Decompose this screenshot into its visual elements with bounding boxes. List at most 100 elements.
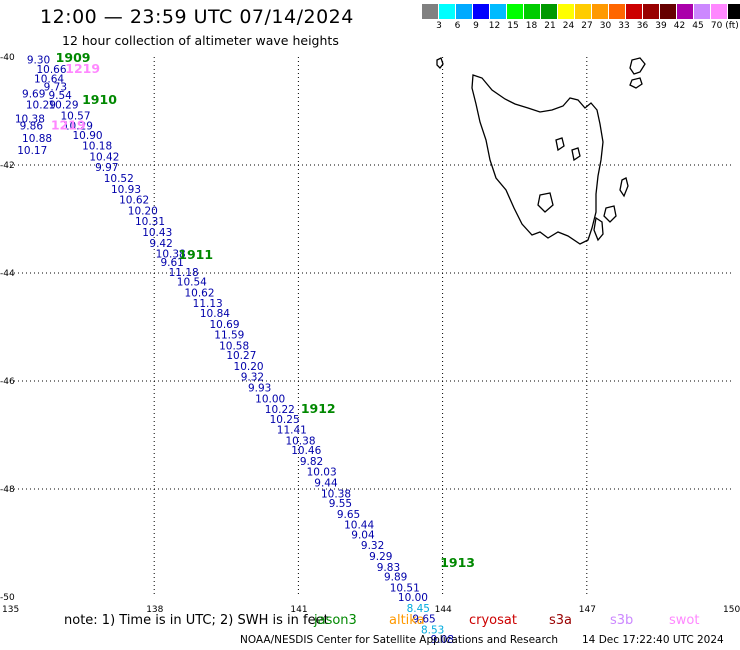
legend-swatch xyxy=(575,4,592,19)
legend-label: 27 xyxy=(581,21,593,31)
wave-height-value: 10.93 xyxy=(111,184,141,196)
wave-height-value: 10.38 xyxy=(156,249,186,261)
wave-height-value: 9.08 xyxy=(431,634,454,646)
legend-label: 36 xyxy=(636,21,649,31)
observation-labels: 9.3010.6610.649.739.549.6910.2910.2910.3… xyxy=(15,55,454,646)
longitude-tick-label: 144 xyxy=(435,605,452,615)
lake-gordon xyxy=(537,192,554,213)
latitude-tick-label: -42 xyxy=(0,161,15,171)
legend-swatch xyxy=(524,4,541,19)
legend-label: 9 xyxy=(473,21,479,31)
footer-credit: NOAA/NESDIS Center for Satellite Applica… xyxy=(240,634,558,646)
maria-island xyxy=(619,177,629,198)
wave-height-value: 9.82 xyxy=(300,456,323,468)
wave-height-value: 11.13 xyxy=(193,298,223,310)
satellite-s3a: s3a xyxy=(549,613,573,628)
wave-height-value: 10.31 xyxy=(135,216,165,228)
wave-height-value: 10.20 xyxy=(234,361,264,373)
wave-height-value: 9.42 xyxy=(149,238,172,250)
wave-height-value: 9.61 xyxy=(160,257,183,269)
legend-swatch xyxy=(558,4,575,19)
wave-height-value: 9.29 xyxy=(369,551,392,563)
legend-label: 45 xyxy=(692,21,704,31)
wave-height-value: 9.54 xyxy=(48,90,72,102)
page-subtitle: 12 hour collection of altimeter wave hei… xyxy=(62,33,339,48)
legend-label: 18 xyxy=(525,21,538,31)
legend-swatch xyxy=(473,4,490,19)
wave-height-value: 10.51 xyxy=(390,582,420,594)
legend-swatch xyxy=(456,4,473,19)
wave-height-value: 10.90 xyxy=(73,130,103,142)
legend-swatch xyxy=(541,4,558,19)
wave-height-value: 10.00 xyxy=(398,592,428,604)
wave-height-value: 10.22 xyxy=(265,404,295,416)
pass-time-label: 1219 xyxy=(51,118,86,133)
legend-label: 39 xyxy=(655,21,667,31)
legend-label: 70 (ft) xyxy=(710,21,739,31)
legend-label: 42 xyxy=(673,21,686,31)
satellite-cryosat: cryosat xyxy=(469,613,517,628)
satellite-altika: altika xyxy=(389,613,425,628)
wave-height-value: 10.62 xyxy=(119,195,149,207)
page-title: 12:00 — 23:59 UTC 07/14/2024 xyxy=(40,6,354,28)
wave-height-value: 9.65 xyxy=(337,509,360,521)
wave-height-value: 10.03 xyxy=(307,467,337,479)
tasman-peninsula xyxy=(603,205,617,223)
wave-height-value: 9.89 xyxy=(384,571,407,583)
wave-height-value: 9.97 xyxy=(95,162,118,174)
latitude-tick-label: -48 xyxy=(0,485,15,495)
wave-height-value: 9.86 xyxy=(20,121,44,133)
wave-height-value: 9.44 xyxy=(314,478,338,490)
legend-labels: 3 6 9 12 15 18 21 24 27 30 33 36 39 42 45 70 (ft) xyxy=(422,21,740,33)
legend-swatch xyxy=(728,4,740,19)
wave-height-value: 8.45 xyxy=(407,603,430,615)
legend-label: 33 xyxy=(618,21,630,31)
pass-time-label: 1913 xyxy=(440,555,475,570)
legend-swatch xyxy=(422,4,439,19)
legend-swatch xyxy=(677,4,694,19)
legend-swatch xyxy=(439,4,456,19)
wave-height-value: 9.32 xyxy=(361,540,384,552)
wave-height-value: 10.25 xyxy=(270,414,300,426)
wave-height-value: 9.83 xyxy=(377,562,400,574)
tasmania-mainland xyxy=(471,74,604,245)
wave-height-value: 9.55 xyxy=(329,498,352,510)
legend-label: 24 xyxy=(562,21,575,31)
pass-time-label: 1912 xyxy=(301,401,336,416)
wave-height-value: 10.29 xyxy=(63,121,93,133)
wave-height-value: 10.29 xyxy=(26,100,56,112)
wave-height-value: 10.62 xyxy=(184,287,214,299)
latitude-tick-label: -46 xyxy=(0,377,15,387)
longitude-tick-label: 141 xyxy=(290,605,307,615)
wave-height-value: 10.38 xyxy=(285,435,315,447)
legend-label: 6 xyxy=(454,21,461,31)
wave-height-value: 10.20 xyxy=(128,205,158,217)
legend-label: 30 xyxy=(599,21,612,31)
pass-time-label: 1910 xyxy=(82,92,117,107)
color-legend: 3 6 9 12 15 18 21 24 27 30 33 36 39 42 45 70 (ft) xyxy=(422,4,740,33)
note-text: note: 1) Time is in UTC; 2) SWH is in fe… xyxy=(64,613,329,628)
legend-swatch xyxy=(660,4,677,19)
pass-time-label: 1219 xyxy=(65,61,100,76)
longitude-tick-label: 147 xyxy=(579,605,596,615)
legend-label: 15 xyxy=(507,21,519,31)
satellite-swot: swot xyxy=(669,613,700,628)
legend-swatch xyxy=(507,4,524,19)
wave-height-value: 10.88 xyxy=(22,133,52,145)
longitude-tick-label: 135 xyxy=(2,605,19,615)
cape-barren-island xyxy=(629,77,643,89)
wave-height-value: 10.64 xyxy=(34,74,64,86)
wave-height-value: 10.18 xyxy=(82,141,112,153)
footer-timestamp: 14 Dec 17:22:40 UTC 2024 xyxy=(582,634,724,646)
legend-swatches xyxy=(422,4,740,19)
wave-height-value: 10.46 xyxy=(291,445,321,457)
wave-height-value: 11.41 xyxy=(277,425,307,437)
wave-height-value: 9.30 xyxy=(27,55,50,67)
legend-swatch xyxy=(626,4,643,19)
longitude-tick-label: 138 xyxy=(146,605,163,615)
king-island xyxy=(436,57,444,69)
legend-swatch xyxy=(490,4,507,19)
wave-height-value: 10.38 xyxy=(321,488,351,500)
